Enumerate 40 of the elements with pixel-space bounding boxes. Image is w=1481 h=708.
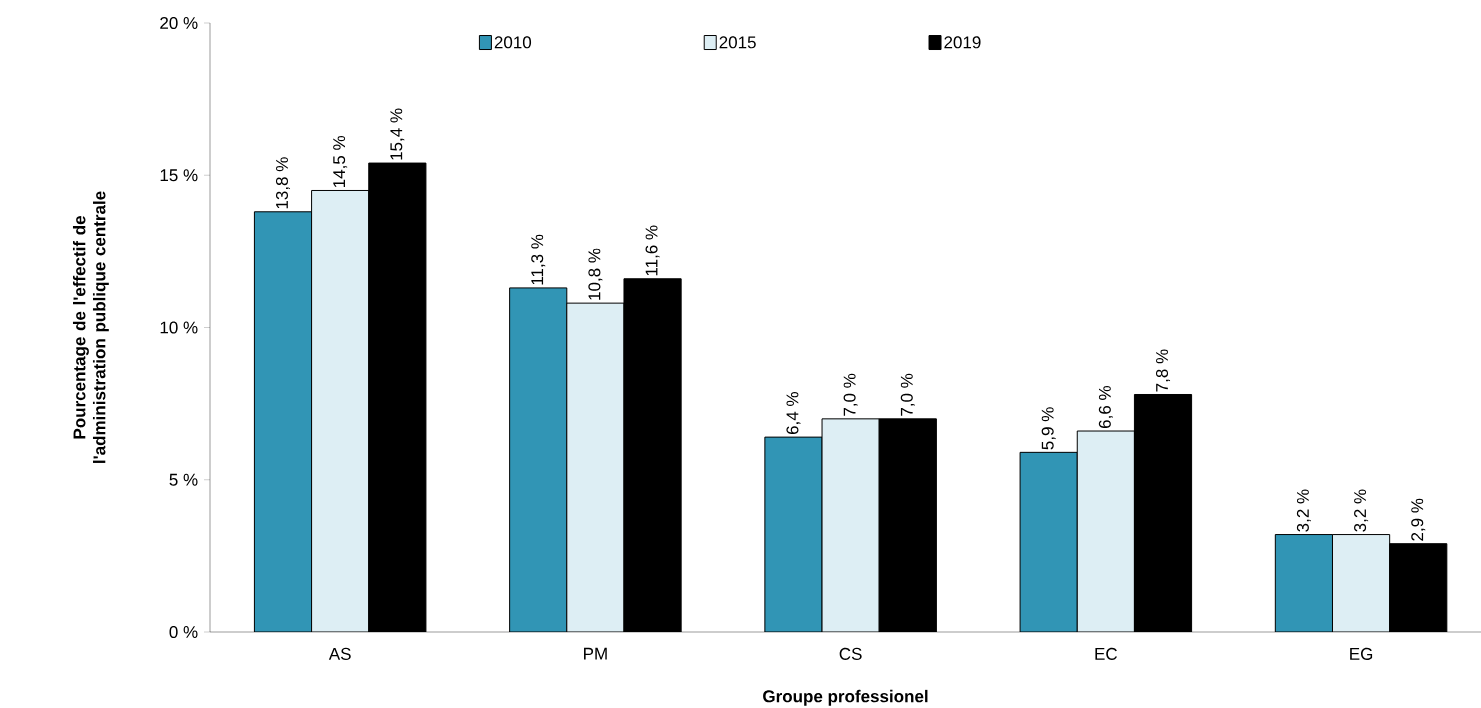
data-label: 11,3 % [531,234,546,285]
bar [509,287,568,632]
y-tick-label: 15 % [160,169,198,182]
bar [1331,534,1391,632]
bar [821,418,880,632]
data-label: 7,0 % [900,373,915,416]
x-tick-label: EC [1095,647,1117,660]
data-label: 5,9 % [1041,407,1056,450]
legend-label: 2015 [719,36,756,49]
data-label: 6,4 % [786,392,801,435]
bar [1019,451,1078,632]
y-tick-label: 20 % [160,16,198,30]
bar [1076,430,1135,632]
data-label: 7,8 % [1155,349,1171,392]
y-tick-label: 0 % [169,625,198,639]
legend-label: 2010 [494,36,532,49]
x-tick-label: PM [584,647,607,660]
y-axis-title: Pourcentage de l'effectif de l'administration publique centrale [72,191,109,463]
data-label: 2,9 % [1411,498,1426,541]
x-axis-title: Groupe professionel [763,689,928,706]
data-label: 7,0 % [843,373,858,416]
bar [764,436,823,632]
data-label: 13,8 % [275,157,291,209]
bar [566,302,625,632]
bar [311,189,370,632]
bar [1274,534,1333,632]
data-label: 11,6 % [645,225,660,276]
data-label: 6,6 % [1098,385,1113,428]
data-label: 14,5 % [333,135,348,187]
data-label: 3,2 % [1354,489,1369,532]
legend-label: 2019 [944,36,981,49]
x-tick-label: AS [328,647,351,660]
data-label: 15,4 % [390,108,405,160]
bar [253,211,313,632]
data-label: 10,8 % [588,248,603,300]
y-tick-label: 5 % [169,473,198,486]
y-tick-label: 10 % [160,321,198,334]
data-label: 3,2 % [1296,489,1311,532]
x-tick-label: CS [839,647,862,660]
x-tick-label: EG [1350,647,1373,660]
